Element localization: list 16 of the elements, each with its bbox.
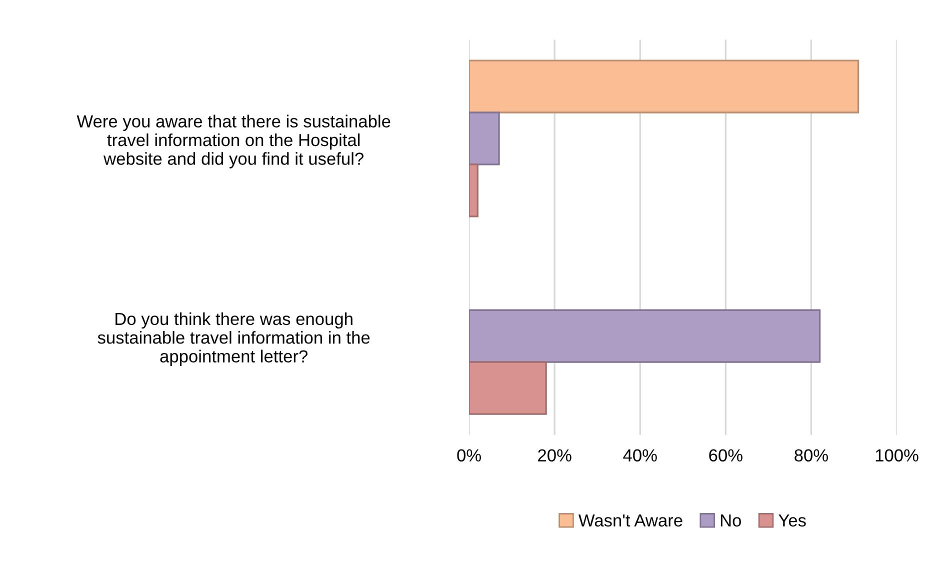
y-tick-label: Do you think there was enough sustainable travel information in the appointment letter? bbox=[98, 312, 370, 366]
bar bbox=[469, 164, 478, 218]
bar bbox=[469, 361, 547, 415]
x-tick-label: 20% bbox=[538, 449, 572, 462]
x-tick-label: 100% bbox=[876, 449, 918, 462]
x-tick-label: 60% bbox=[709, 449, 742, 462]
bar bbox=[469, 60, 860, 114]
x-tick-label: 80% bbox=[794, 449, 828, 462]
legend-label: Wasn't Aware bbox=[578, 514, 682, 527]
legend-label: Yes bbox=[778, 514, 806, 527]
bar bbox=[469, 112, 500, 166]
bar bbox=[469, 309, 821, 363]
y-tick-label: Were you aware that there is sustainable travel information on the Hospital website and did you find it useful? bbox=[76, 114, 390, 168]
x-tick-label: 40% bbox=[623, 449, 657, 462]
legend-label: No bbox=[720, 514, 741, 527]
x-tick-label: 0% bbox=[457, 449, 481, 462]
